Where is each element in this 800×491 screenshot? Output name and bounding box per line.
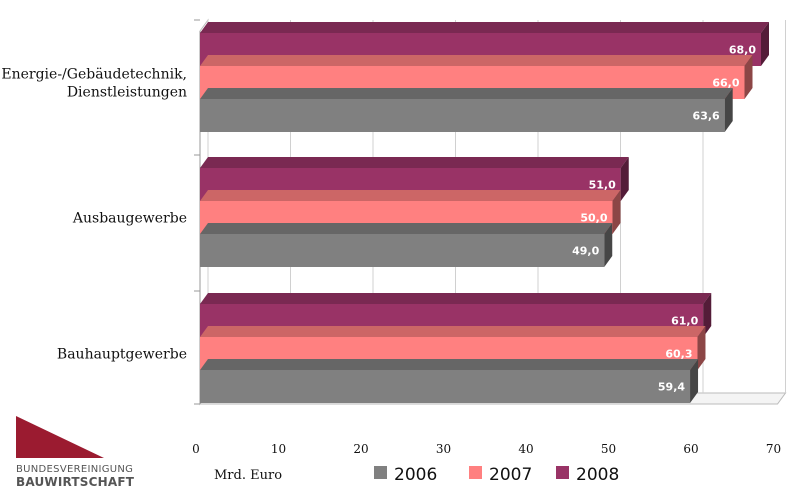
bar-end-face [690,359,699,403]
bar-top-face [200,190,621,201]
bar-front-face [200,234,605,267]
bar-top-face [200,22,769,33]
bar-top-face [200,88,733,99]
x-tick-label: 60 [683,442,698,456]
category-label: Energie-/Gebäudetechnik, Dienstleistungen [1,67,187,101]
bar-end-face [620,157,629,201]
legend-label: 2006 [394,465,437,485]
x-tick-label: 40 [518,442,533,456]
bar-end-face [612,190,621,234]
legend-label: 2007 [489,465,532,485]
x-tick-label: 70 [766,442,781,456]
category-labels: Energie-/Gebäudetechnik, Dienstleistungen… [1,67,187,363]
x-tick-label: 10 [271,442,286,456]
data-label: 61,0 [671,315,698,328]
bar-end-face [604,223,613,267]
legend: 2006 2007 2008 [374,465,619,485]
data-label: 60,3 [665,348,692,361]
data-label: 66,0 [712,77,739,90]
bar-end-face [744,55,753,99]
bar-top-face [200,359,699,370]
x-axis-unit-label: Mrd. Euro [214,468,282,483]
x-tick-label: 0 [192,442,200,456]
bar-front-face [200,370,691,403]
bar-2006: 59,4 [200,359,699,403]
bar-top-face [200,55,753,66]
category-label: Ausbaugewerbe [72,211,187,227]
category-label: Bauhauptgewerbe [57,347,187,363]
legend-item-2008: 2008 [556,465,619,485]
bars: 68,0 66,0 63,6 51,0 50,0 49,0 61,0 60,3 59,4 [200,22,769,403]
data-label: 63,6 [693,110,720,123]
bar-front-face [200,99,725,132]
bar-2006: 63,6 [200,88,733,132]
data-label: 59,4 [658,381,685,394]
data-label: 68,0 [729,44,756,57]
bar-end-face [724,88,733,132]
x-tick-label: 20 [353,442,368,456]
bar-top-face [200,293,712,304]
logo-triangle [16,416,104,458]
x-tick-label: 50 [601,442,616,456]
legend-item-2006: 2006 [374,465,437,485]
data-label: 49,0 [572,245,599,258]
logo-line1: BUNDESVEREINIGUNG [16,464,133,475]
legend-swatch [374,466,387,479]
legend-swatch [469,466,482,479]
legend-swatch [556,466,569,479]
bar-top-face [200,157,629,168]
x-tick-label: 30 [436,442,451,456]
legend-label: 2008 [576,465,619,485]
legend-item-2007: 2007 [469,465,532,485]
bar-top-face [200,223,613,234]
logo-line2: BAUWIRTSCHAFT [16,475,135,489]
logo: BUNDESVEREINIGUNG BAUWIRTSCHAFT [16,416,135,489]
data-label: 51,0 [589,179,616,192]
x-tick-labels: 0 10 20 30 40 50 60 70 [192,442,781,456]
bar-top-face [200,326,706,337]
bar-2006: 49,0 [200,223,613,267]
bar-end-face [761,22,769,66]
bar-end-face [697,326,706,370]
data-label: 50,0 [580,212,607,225]
